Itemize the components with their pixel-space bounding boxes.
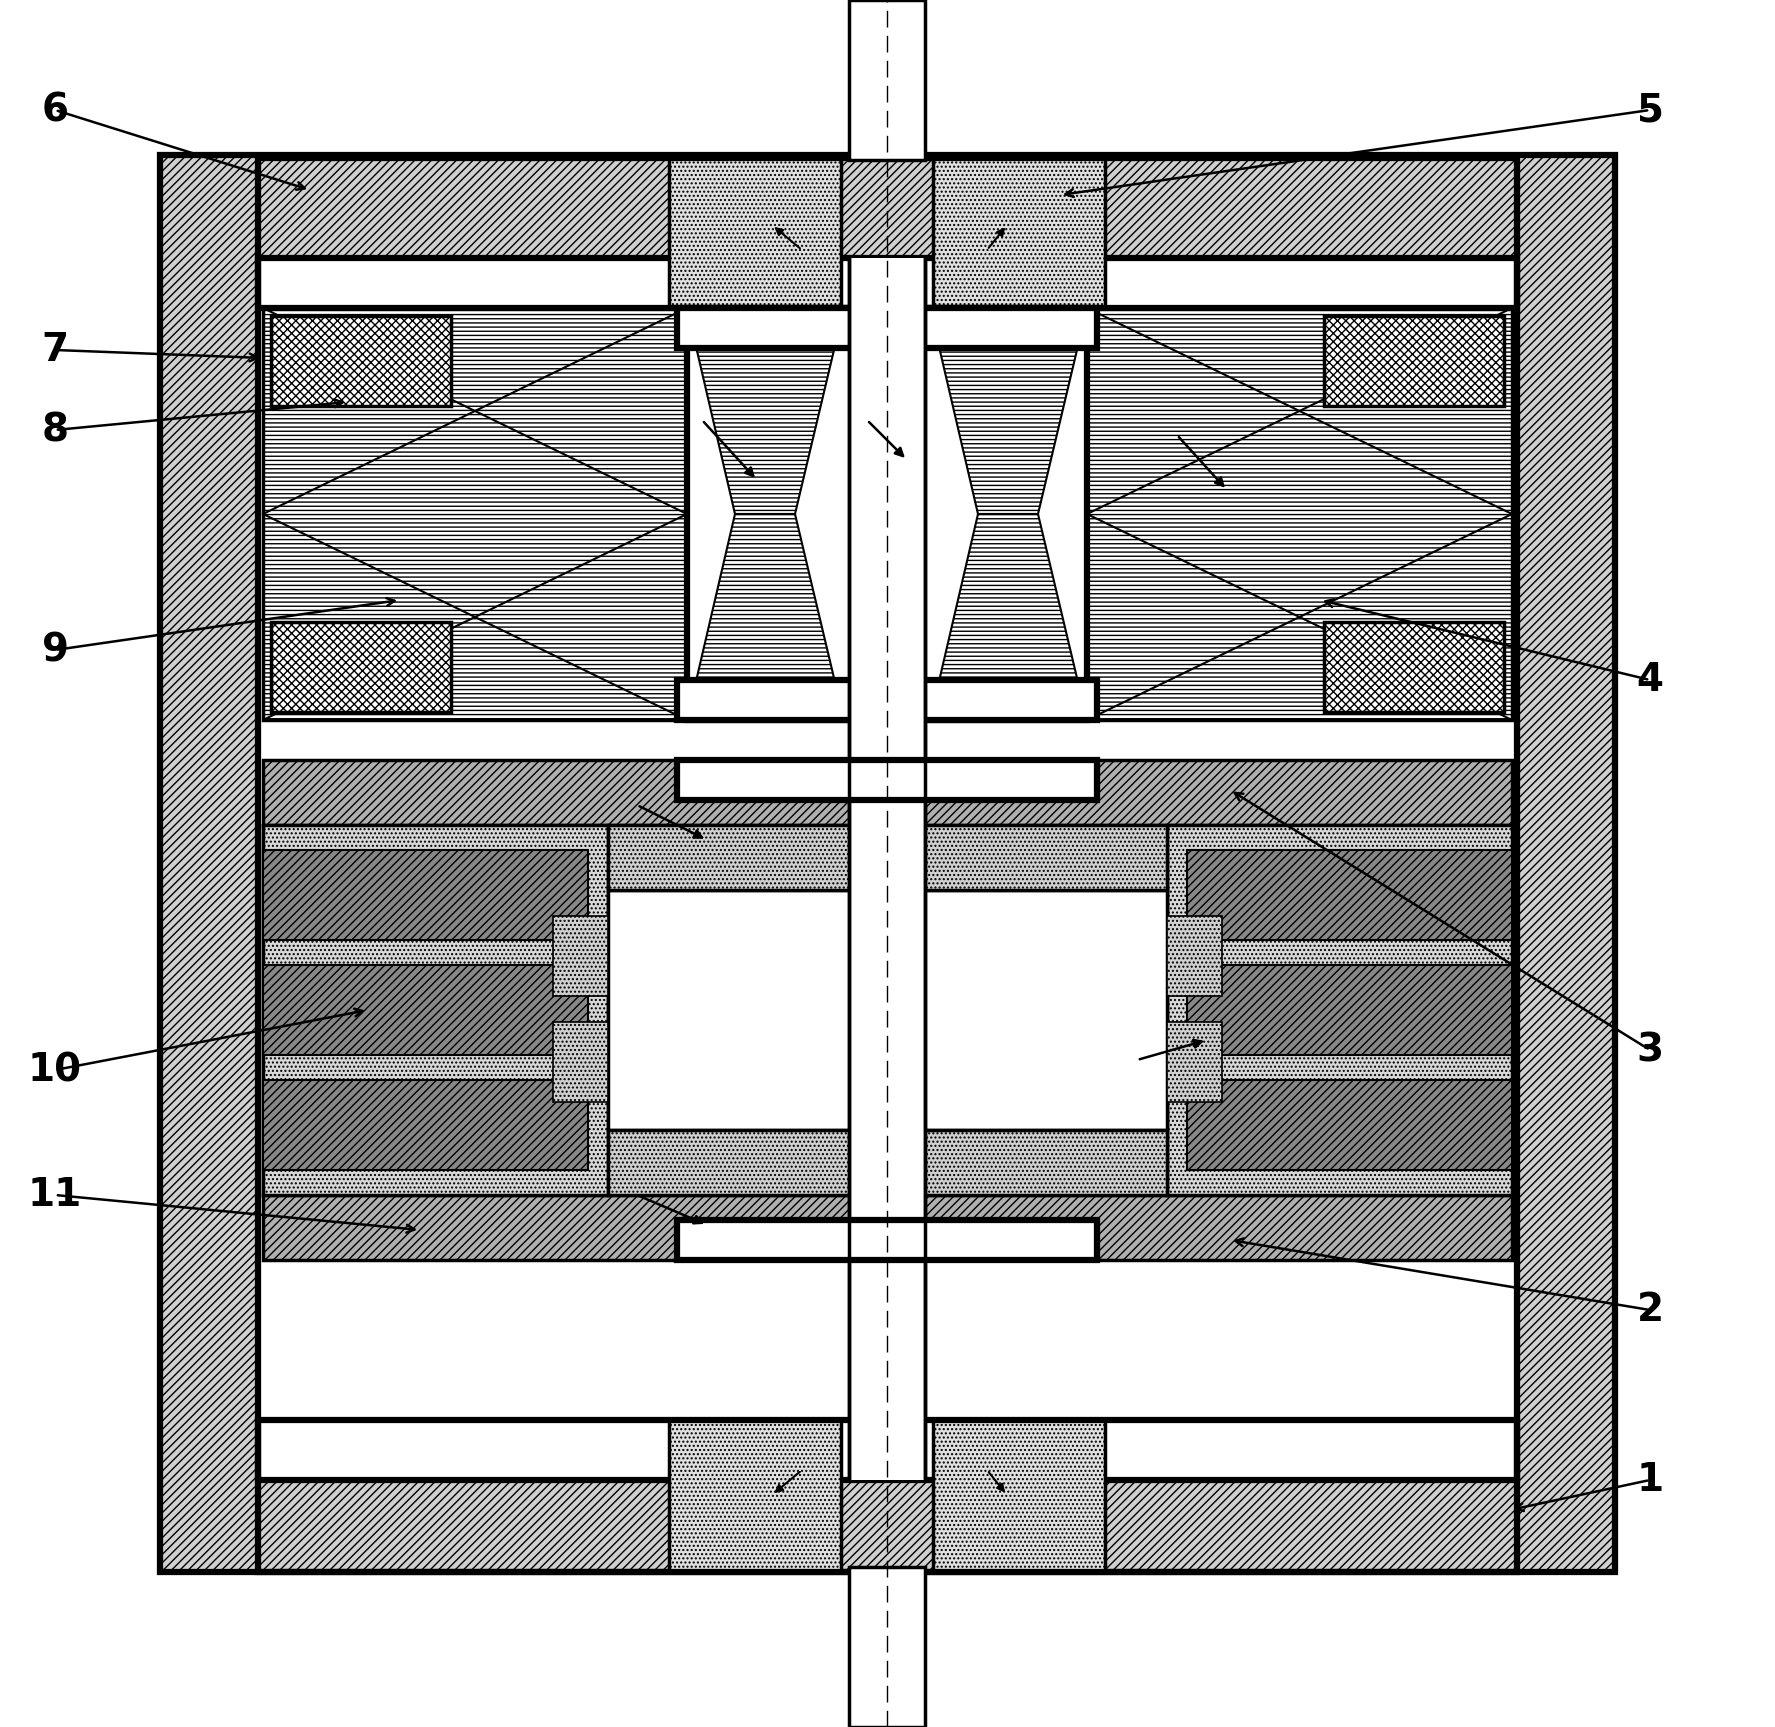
Bar [669, 157, 841, 307]
Bar [1166, 1022, 1221, 1102]
Bar [1166, 826, 1512, 1195]
Bar [609, 1129, 1166, 1195]
Text: 5: 5 [1637, 92, 1663, 130]
Bar [272, 316, 451, 406]
Text: 8: 8 [41, 411, 69, 449]
Bar [1187, 1079, 1512, 1169]
Text: 10: 10 [28, 1052, 82, 1090]
Polygon shape [687, 515, 843, 720]
Bar [1086, 307, 1512, 720]
Text: 6: 6 [41, 92, 69, 130]
Bar [848, 257, 925, 1480]
Bar [263, 826, 1512, 1195]
Bar [263, 1079, 588, 1169]
Text: 3: 3 [1637, 1031, 1663, 1069]
Bar [848, 0, 925, 161]
Bar [272, 622, 451, 712]
Bar [1324, 622, 1503, 712]
Bar [263, 307, 687, 720]
Bar [676, 1219, 1097, 1261]
Bar [848, 257, 925, 1480]
Text: 7: 7 [41, 332, 69, 370]
Text: 4: 4 [1637, 661, 1663, 699]
Bar [554, 915, 609, 996]
Bar [257, 257, 1518, 1480]
Bar [676, 760, 1097, 800]
Bar [1166, 915, 1221, 996]
Bar [934, 157, 1106, 307]
Bar [263, 826, 609, 1195]
Bar [1324, 316, 1503, 406]
Bar [263, 965, 588, 1055]
Text: 11: 11 [28, 1176, 82, 1214]
Bar [669, 1420, 841, 1572]
Bar [263, 760, 1512, 826]
Bar [263, 850, 588, 939]
Bar [848, 1566, 925, 1727]
Polygon shape [687, 307, 843, 515]
Bar [1187, 850, 1512, 939]
Bar [263, 1195, 1512, 1261]
Text: 9: 9 [41, 630, 69, 668]
Bar [1187, 965, 1512, 1055]
Bar [609, 889, 1166, 1129]
Bar [934, 1420, 1106, 1572]
Polygon shape [930, 515, 1086, 720]
Text: 1: 1 [1637, 1461, 1663, 1499]
Bar [676, 307, 1097, 349]
Text: 2: 2 [1637, 1292, 1663, 1330]
Bar [160, 155, 1615, 1572]
Bar [676, 680, 1097, 720]
Bar [687, 307, 1086, 720]
Polygon shape [930, 307, 1086, 515]
Bar [257, 157, 1518, 307]
Bar [609, 826, 1166, 889]
Bar [257, 1420, 1518, 1572]
Bar [554, 1022, 609, 1102]
